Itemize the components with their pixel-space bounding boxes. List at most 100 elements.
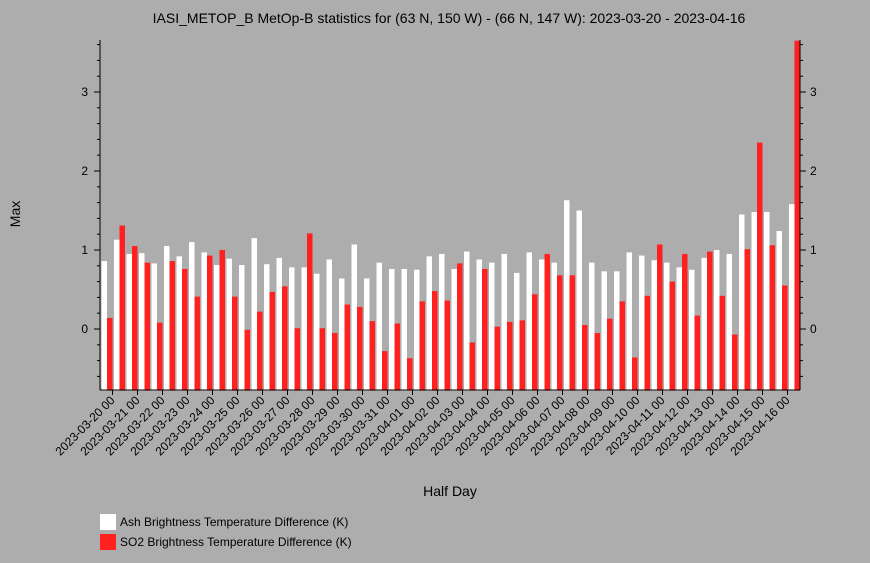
ash-bar: [376, 262, 382, 391]
ash-bar: [151, 263, 157, 391]
so2-bar: [707, 251, 713, 391]
so2-bar: [619, 301, 625, 391]
so2-bar: [294, 328, 300, 391]
y-tick-label-right: 0: [810, 322, 817, 336]
ash-bar: [389, 268, 395, 391]
so2-bar: [419, 301, 425, 391]
so2-bar: [319, 328, 325, 391]
ash-bar: [226, 258, 232, 391]
y-tick-label-left: 0: [81, 322, 88, 336]
so2-bar: [257, 311, 263, 391]
y-tick-label-right: 1: [810, 243, 817, 257]
ash-bar: [364, 278, 370, 391]
so2-bar: [444, 300, 450, 391]
y-tick-label-left: 2: [81, 164, 88, 178]
ash-bar: [201, 252, 207, 391]
so2-bar: [432, 291, 438, 391]
so2-bar: [732, 334, 738, 391]
ash-bar: [514, 272, 520, 391]
so2-bar: [532, 294, 538, 391]
ash-bar: [776, 231, 782, 391]
so2-bar: [144, 262, 150, 391]
so2-bar: [269, 291, 275, 391]
ash-bar: [114, 239, 120, 391]
x-axis-label: Half Day: [423, 483, 477, 499]
ash-bar: [714, 250, 720, 391]
ash-bar: [239, 265, 245, 391]
ash-bar: [739, 214, 745, 391]
so2-bar: [344, 304, 350, 391]
so2-bar: [657, 244, 663, 391]
ash-bar: [626, 252, 632, 391]
so2-bar: [569, 275, 575, 391]
ash-bar: [101, 261, 107, 391]
ash-bar: [264, 264, 270, 391]
ash-bar: [314, 273, 320, 391]
so2-bar: [682, 253, 688, 391]
so2-bar: [107, 317, 113, 391]
so2-bar: [232, 296, 238, 391]
ash-bar: [451, 268, 457, 391]
ash-bar: [139, 253, 145, 391]
so2-bar: [494, 326, 500, 391]
so2-bar: [119, 225, 125, 391]
ash-bar: [789, 204, 795, 391]
legend-label-ash: Ash Brightness Temperature Difference (K…: [120, 515, 349, 529]
so2-bar: [244, 329, 250, 391]
ash-bar: [301, 267, 307, 391]
so2-bar: [369, 321, 375, 391]
so2-bar: [632, 357, 638, 391]
legend-item-so2: SO2 Brightness Temperature Difference (K…: [100, 532, 352, 552]
ash-bar: [726, 253, 732, 391]
so2-bar: [132, 246, 138, 391]
so2-bar: [357, 306, 363, 391]
so2-bar: [169, 261, 175, 391]
y-tick-label-right: 2: [810, 164, 817, 178]
ash-bar: [576, 210, 582, 391]
so2-bar: [207, 255, 213, 391]
ash-bar: [639, 255, 645, 391]
legend: Ash Brightness Temperature Difference (K…: [100, 512, 352, 552]
so2-bar: [607, 318, 613, 391]
ash-bar: [164, 246, 170, 391]
ash-bar: [464, 251, 470, 391]
so2-bar: [744, 249, 750, 391]
ash-bar: [276, 257, 282, 391]
so2-bar: [719, 295, 725, 391]
so2-bar: [382, 351, 388, 391]
ash-bar: [414, 269, 420, 391]
bars-group: [101, 40, 800, 391]
so2-bar: [282, 286, 288, 391]
so2-bar: [594, 332, 600, 391]
so2-bar: [519, 320, 525, 391]
so2-bar: [182, 268, 188, 391]
legend-swatch-so2: [100, 534, 116, 550]
ash-bar: [564, 200, 570, 391]
so2-bar: [544, 253, 550, 391]
so2-bar: [557, 275, 563, 391]
ash-bar: [501, 253, 507, 391]
so2-bar: [694, 315, 700, 391]
so2-bar: [769, 245, 775, 391]
ash-bar: [539, 259, 545, 391]
so2-bar: [332, 332, 338, 391]
so2-bar: [644, 295, 650, 391]
so2-bar: [407, 358, 413, 391]
so2-bar: [219, 250, 225, 391]
ash-bar: [664, 262, 670, 391]
chart-title: IASI_METOP_B MetOp-B statistics for (63 …: [153, 10, 746, 26]
so2-bar: [757, 142, 763, 391]
y-tick-label-left: 3: [81, 85, 88, 99]
ash-bar: [426, 256, 432, 391]
so2-bar: [794, 40, 800, 391]
so2-bar: [394, 323, 400, 391]
ash-bar: [339, 278, 345, 391]
legend-item-ash: Ash Brightness Temperature Difference (K…: [100, 512, 352, 532]
so2-bar: [194, 296, 200, 391]
legend-swatch-ash: [100, 514, 116, 530]
ash-bar: [489, 262, 495, 391]
so2-bar: [482, 268, 488, 391]
ash-bar: [751, 212, 757, 391]
